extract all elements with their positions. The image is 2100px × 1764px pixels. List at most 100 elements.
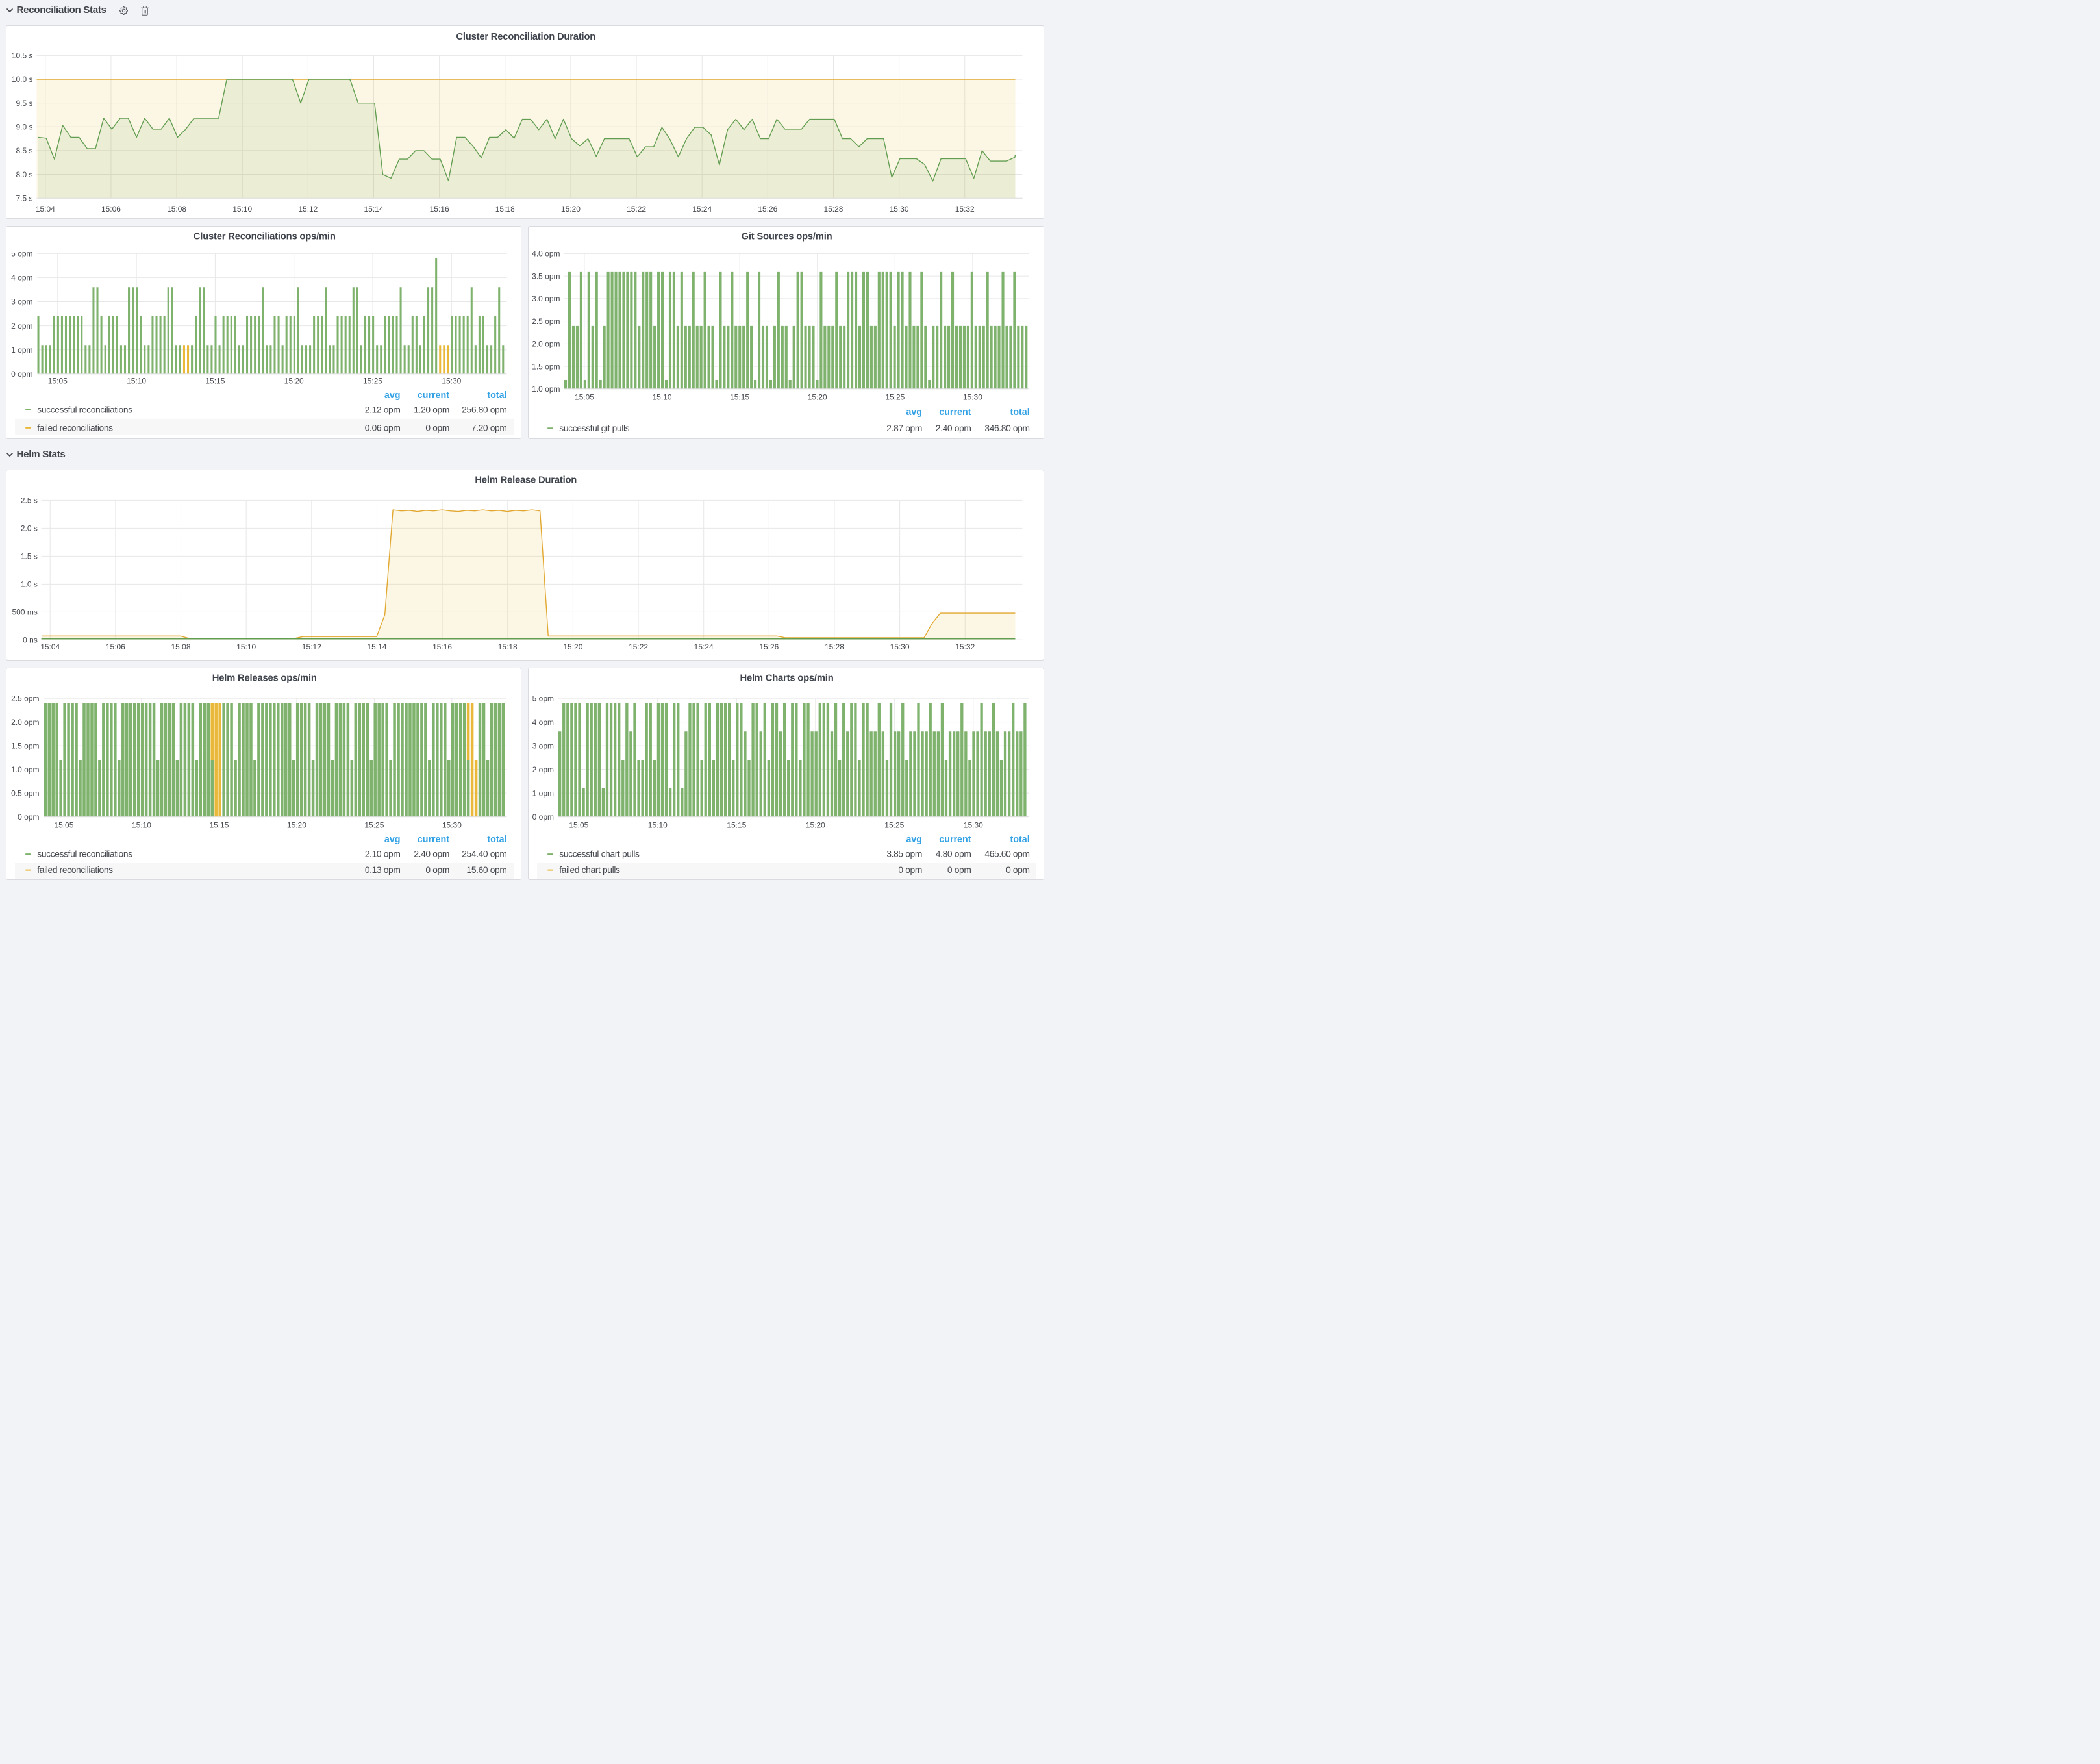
svg-text:1 opm: 1 opm bbox=[532, 788, 554, 798]
svg-text:1.5 opm: 1.5 opm bbox=[11, 741, 39, 750]
svg-text:0.06 opm: 0.06 opm bbox=[364, 423, 400, 433]
svg-text:3.5 opm: 3.5 opm bbox=[532, 271, 560, 281]
svg-text:15:18: 15:18 bbox=[497, 642, 517, 651]
svg-text:successful reconciliations: successful reconciliations bbox=[37, 405, 132, 414]
svg-text:Cluster Reconciliation Duratio: Cluster Reconciliation Duration bbox=[456, 32, 595, 42]
svg-text:15:10: 15:10 bbox=[232, 205, 252, 214]
svg-text:15:14: 15:14 bbox=[364, 205, 383, 214]
svg-text:0 opm: 0 opm bbox=[425, 423, 449, 433]
svg-text:15:25: 15:25 bbox=[885, 392, 905, 401]
svg-text:15:04: 15:04 bbox=[40, 642, 60, 651]
svg-text:successful git pulls: successful git pulls bbox=[559, 423, 629, 433]
svg-text:254.40 opm: 254.40 opm bbox=[462, 850, 506, 859]
svg-text:current: current bbox=[939, 835, 971, 845]
svg-text:15:20: 15:20 bbox=[563, 642, 582, 651]
svg-text:2 opm: 2 opm bbox=[532, 765, 554, 774]
svg-text:4.80 opm: 4.80 opm bbox=[936, 850, 971, 859]
svg-text:Helm Releases ops/min: Helm Releases ops/min bbox=[212, 673, 316, 683]
svg-text:15:24: 15:24 bbox=[692, 205, 712, 214]
svg-text:8.0 s: 8.0 s bbox=[16, 170, 32, 179]
svg-text:2.5 opm: 2.5 opm bbox=[11, 694, 39, 703]
svg-text:15:32: 15:32 bbox=[955, 205, 974, 214]
svg-text:3 opm: 3 opm bbox=[532, 741, 554, 750]
svg-text:15:30: 15:30 bbox=[889, 205, 908, 214]
svg-text:15:20: 15:20 bbox=[286, 820, 306, 829]
svg-text:3.85 opm: 3.85 opm bbox=[886, 850, 922, 859]
svg-text:failed chart pulls: failed chart pulls bbox=[559, 865, 620, 875]
svg-text:346.80 opm: 346.80 opm bbox=[984, 423, 1029, 433]
svg-text:total: total bbox=[1010, 407, 1030, 418]
svg-text:15:22: 15:22 bbox=[627, 205, 646, 214]
svg-text:15:22: 15:22 bbox=[629, 642, 648, 651]
svg-text:0 opm: 0 opm bbox=[532, 813, 554, 822]
svg-text:15:16: 15:16 bbox=[429, 205, 449, 214]
svg-text:15:06: 15:06 bbox=[105, 642, 125, 651]
svg-text:7.5 s: 7.5 s bbox=[16, 194, 32, 203]
svg-text:0 opm: 0 opm bbox=[11, 370, 32, 379]
svg-text:15.60 opm: 15.60 opm bbox=[466, 865, 506, 875]
svg-text:avg: avg bbox=[384, 390, 400, 401]
svg-text:15:15: 15:15 bbox=[209, 820, 229, 829]
svg-text:4 opm: 4 opm bbox=[11, 273, 32, 282]
svg-text:15:12: 15:12 bbox=[298, 205, 318, 214]
svg-text:successful reconciliations: successful reconciliations bbox=[37, 850, 132, 859]
svg-text:0 opm: 0 opm bbox=[947, 865, 971, 875]
svg-text:15:05: 15:05 bbox=[569, 820, 588, 829]
svg-text:1.0 opm: 1.0 opm bbox=[532, 384, 560, 394]
svg-text:2 opm: 2 opm bbox=[11, 321, 32, 330]
svg-text:15:28: 15:28 bbox=[824, 642, 844, 651]
svg-text:256.80 opm: 256.80 opm bbox=[462, 405, 506, 414]
svg-text:500 ms: 500 ms bbox=[12, 608, 37, 617]
svg-text:avg: avg bbox=[906, 835, 922, 845]
svg-text:total: total bbox=[1010, 835, 1030, 845]
svg-text:15:05: 15:05 bbox=[54, 820, 73, 829]
svg-text:15:08: 15:08 bbox=[167, 205, 186, 214]
svg-text:0.5 opm: 0.5 opm bbox=[11, 788, 39, 798]
svg-text:15:10: 15:10 bbox=[131, 820, 151, 829]
svg-text:15:12: 15:12 bbox=[301, 642, 321, 651]
svg-text:4.0 opm: 4.0 opm bbox=[532, 249, 560, 258]
svg-text:15:28: 15:28 bbox=[823, 205, 843, 214]
svg-text:15:20: 15:20 bbox=[806, 820, 825, 829]
svg-text:15:06: 15:06 bbox=[101, 205, 120, 214]
svg-text:15:26: 15:26 bbox=[759, 642, 779, 651]
svg-text:2.87 opm: 2.87 opm bbox=[886, 423, 922, 433]
svg-text:Helm Release Duration: Helm Release Duration bbox=[475, 475, 577, 486]
svg-text:2.5 s: 2.5 s bbox=[20, 496, 37, 505]
svg-text:15:04: 15:04 bbox=[35, 205, 55, 214]
svg-text:9.0 s: 9.0 s bbox=[16, 123, 32, 132]
svg-text:2.10 opm: 2.10 opm bbox=[364, 850, 400, 859]
svg-text:15:08: 15:08 bbox=[171, 642, 190, 651]
svg-text:0 opm: 0 opm bbox=[898, 865, 922, 875]
svg-text:9.5 s: 9.5 s bbox=[16, 99, 32, 108]
svg-text:successful chart pulls: successful chart pulls bbox=[559, 850, 640, 859]
svg-text:3.0 opm: 3.0 opm bbox=[532, 294, 560, 303]
svg-text:15:10: 15:10 bbox=[653, 392, 672, 401]
svg-text:2.0 s: 2.0 s bbox=[20, 524, 37, 533]
svg-text:2.0 opm: 2.0 opm bbox=[11, 718, 39, 727]
svg-text:15:10: 15:10 bbox=[648, 820, 668, 829]
svg-text:current: current bbox=[417, 835, 449, 845]
svg-text:1.0 opm: 1.0 opm bbox=[11, 765, 39, 774]
svg-text:2.5 opm: 2.5 opm bbox=[532, 316, 560, 325]
svg-text:15:15: 15:15 bbox=[730, 392, 749, 401]
svg-text:total: total bbox=[487, 835, 506, 845]
svg-text:Helm Charts ops/min: Helm Charts ops/min bbox=[740, 673, 833, 683]
svg-text:15:30: 15:30 bbox=[442, 376, 461, 385]
svg-text:avg: avg bbox=[384, 835, 400, 845]
svg-text:15:25: 15:25 bbox=[364, 820, 384, 829]
svg-text:failed reconciliations: failed reconciliations bbox=[37, 423, 113, 433]
svg-text:15:20: 15:20 bbox=[560, 205, 580, 214]
svg-text:1.20 opm: 1.20 opm bbox=[414, 405, 449, 414]
svg-text:7.20 opm: 7.20 opm bbox=[471, 423, 506, 433]
svg-text:15:05: 15:05 bbox=[575, 392, 594, 401]
svg-text:15:10: 15:10 bbox=[236, 642, 256, 651]
svg-text:Git Sources ops/min: Git Sources ops/min bbox=[742, 231, 832, 242]
svg-text:3 opm: 3 opm bbox=[11, 297, 32, 306]
svg-text:15:14: 15:14 bbox=[367, 642, 386, 651]
svg-text:15:32: 15:32 bbox=[955, 642, 975, 651]
svg-text:1.0 s: 1.0 s bbox=[20, 580, 37, 589]
svg-text:5 opm: 5 opm bbox=[11, 249, 32, 258]
svg-text:avg: avg bbox=[906, 407, 922, 418]
svg-text:15:30: 15:30 bbox=[963, 392, 982, 401]
